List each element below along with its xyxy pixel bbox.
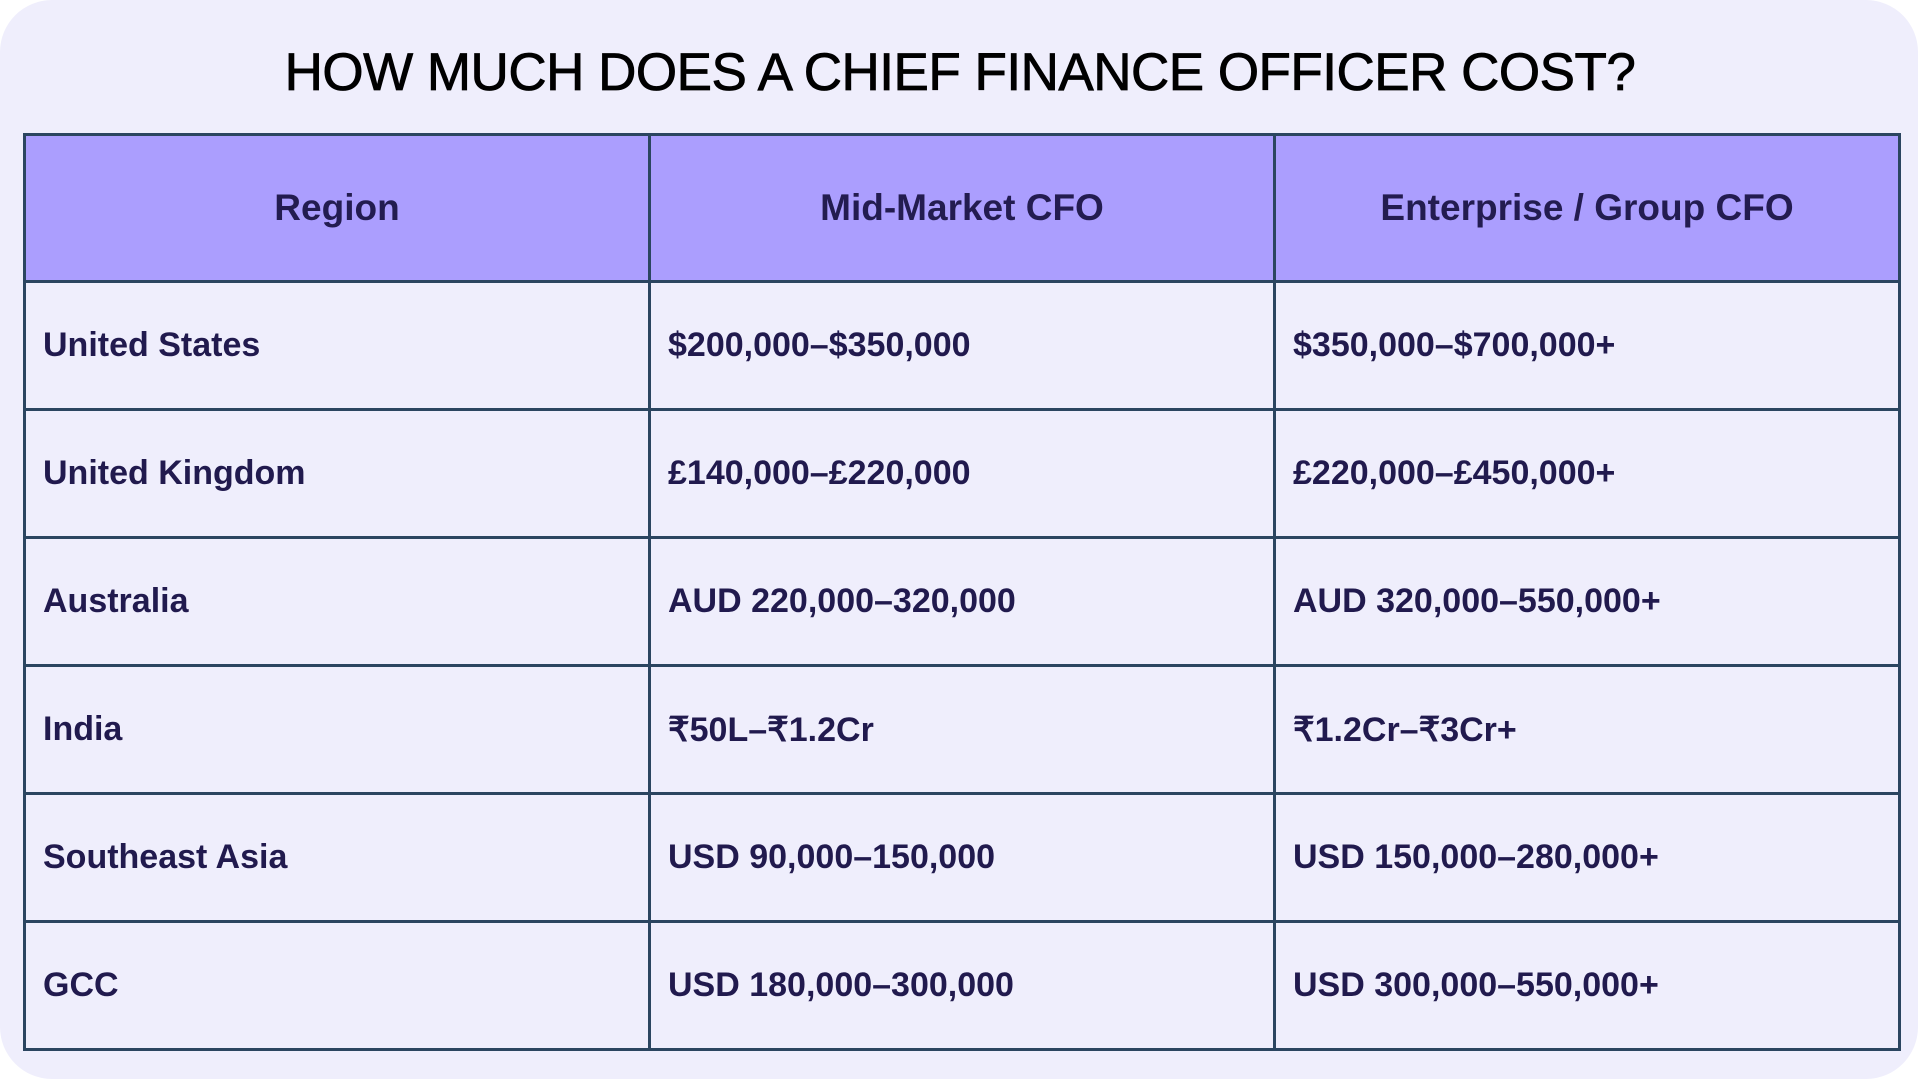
mid-market-cost-cell: USD 90,000–150,000 [648,792,1276,923]
enterprise-cost-cell: $350,000–$700,000+ [1273,280,1901,411]
table-row: Australia AUD 220,000–320,000 AUD 320,00… [23,536,1901,667]
table-row: Southeast Asia USD 90,000–150,000 USD 15… [23,792,1901,923]
region-cell: United Kingdom [23,408,651,539]
page-title: HOW MUCH DOES A CHIEF FINANCE OFFICER CO… [284,43,1636,103]
mid-market-cost-cell: AUD 220,000–320,000 [648,536,1276,667]
mid-market-cost-cell: USD 180,000–300,000 [648,920,1276,1051]
column-header-region: Region [23,133,651,283]
cfo-cost-table: Region Mid-Market CFO Enterprise / Group… [23,133,1901,1051]
column-header-enterprise-group-cfo: Enterprise / Group CFO [1273,133,1901,283]
column-header-mid-market-cfo: Mid-Market CFO [648,133,1276,283]
table-row: United Kingdom £140,000–£220,000 £220,00… [23,408,1901,539]
mid-market-cost-cell: £140,000–£220,000 [648,408,1276,539]
enterprise-cost-cell: ₹1.2Cr–₹3Cr+ [1273,664,1901,795]
enterprise-cost-cell: AUD 320,000–550,000+ [1273,536,1901,667]
region-cell: Southeast Asia [23,792,651,923]
mid-market-cost-cell: ₹50L–₹1.2Cr [648,664,1276,795]
table-header-row: Region Mid-Market CFO Enterprise / Group… [23,133,1901,283]
mid-market-cost-cell: $200,000–$350,000 [648,280,1276,411]
table-row: GCC USD 180,000–300,000 USD 300,000–550,… [23,920,1901,1051]
region-cell: India [23,664,651,795]
region-cell: Australia [23,536,651,667]
enterprise-cost-cell: USD 300,000–550,000+ [1273,920,1901,1051]
table-row: India ₹50L–₹1.2Cr ₹1.2Cr–₹3Cr+ [23,664,1901,795]
enterprise-cost-cell: £220,000–£450,000+ [1273,408,1901,539]
table-row: United States $200,000–$350,000 $350,000… [23,280,1901,411]
region-cell: United States [23,280,651,411]
region-cell: GCC [23,920,651,1051]
enterprise-cost-cell: USD 150,000–280,000+ [1273,792,1901,923]
